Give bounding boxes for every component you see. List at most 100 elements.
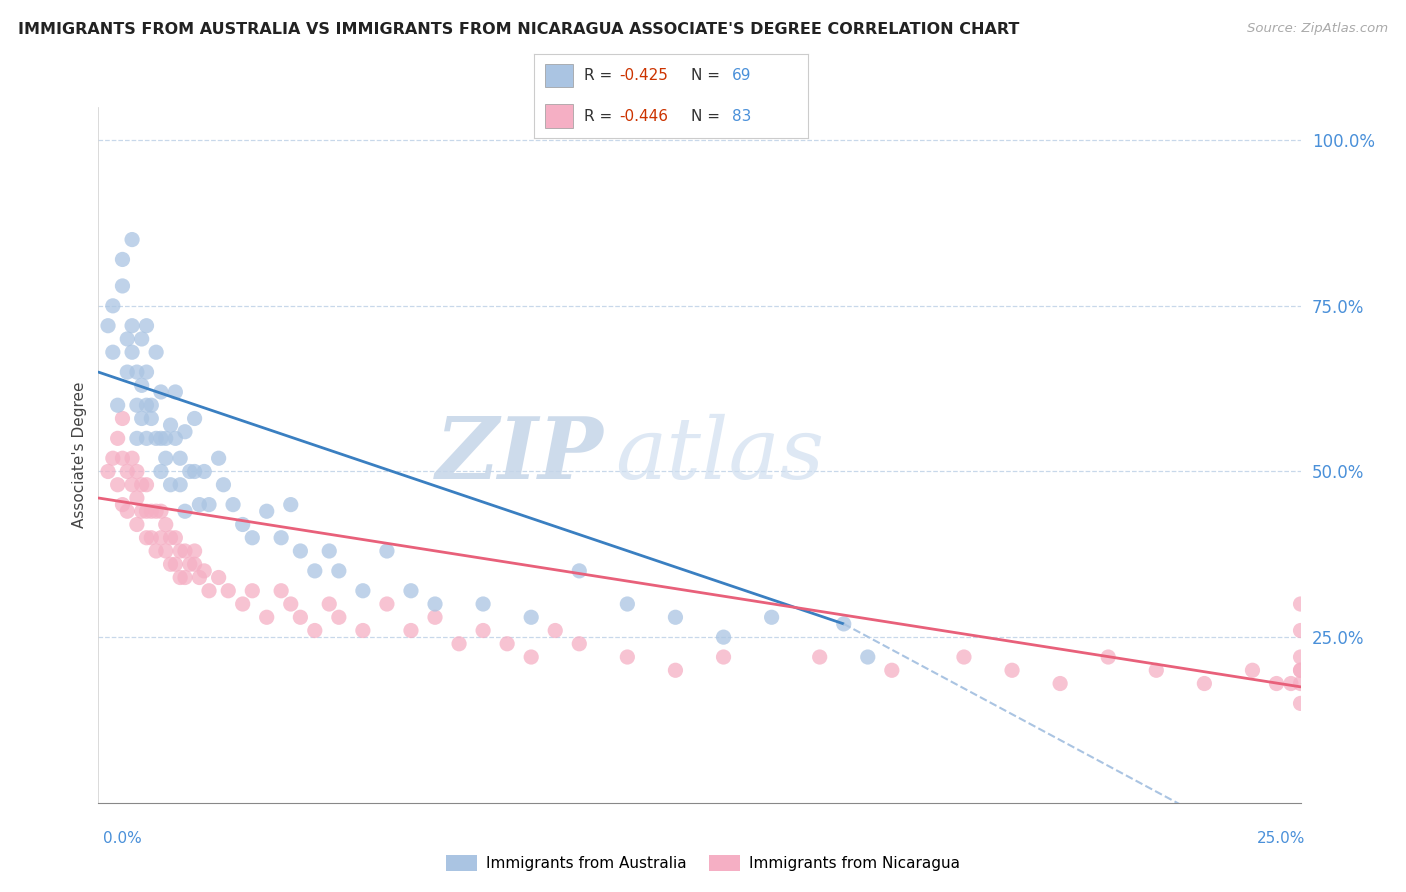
Point [217,583,239,598]
Point [188,570,211,584]
Point [1194,676,1216,690]
Y-axis label: Associate's Degree: Associate's Degree [72,382,87,528]
Point [174,544,197,558]
Point [174,504,197,518]
Point [713,650,735,665]
Point [375,544,398,558]
Point [125,431,148,445]
Point [375,597,398,611]
Point [1289,650,1312,665]
Point [159,558,181,572]
Point [125,517,148,532]
FancyBboxPatch shape [546,63,572,87]
Point [520,650,543,665]
Point [304,624,326,638]
Point [1289,624,1312,638]
Point [155,517,177,532]
Point [145,431,167,445]
Point [117,504,139,518]
Text: -0.425: -0.425 [619,68,668,83]
Text: 69: 69 [731,68,751,83]
Point [141,398,163,412]
Point [101,345,124,359]
Text: 83: 83 [731,109,751,124]
Point [472,597,495,611]
Text: R =: R = [583,68,617,83]
Point [125,465,148,479]
Point [1265,676,1288,690]
Point [179,558,201,572]
Point [125,491,148,505]
Point [135,477,157,491]
Point [1289,663,1312,677]
Point [328,610,350,624]
Point [169,570,191,584]
Point [1289,676,1312,690]
Point [616,650,638,665]
Point [256,610,278,624]
Point [1279,676,1302,690]
Point [808,650,831,665]
Text: R =: R = [583,109,617,124]
Point [131,477,153,491]
Point [664,610,686,624]
Point [135,318,157,333]
Point [159,418,181,433]
Point [1049,676,1071,690]
Point [159,531,181,545]
Point [352,624,374,638]
Point [155,544,177,558]
Point [496,637,519,651]
Point [1144,663,1167,677]
Point [193,465,215,479]
Point [616,597,638,611]
Point [125,398,148,412]
Point [290,610,312,624]
Point [117,332,139,346]
Point [856,650,879,665]
Text: Source: ZipAtlas.com: Source: ZipAtlas.com [1247,22,1388,36]
Point [423,597,446,611]
Point [165,558,187,572]
Point [149,465,172,479]
Point [149,384,172,399]
Point [117,365,139,379]
Point [111,279,134,293]
Point [352,583,374,598]
Point [131,411,153,425]
Point [169,477,191,491]
FancyBboxPatch shape [546,104,572,128]
Point [1289,697,1312,711]
Point [183,411,205,425]
Point [1289,663,1312,677]
Point [472,624,495,638]
Point [111,252,134,267]
Point [953,650,976,665]
Point [97,318,120,333]
Point [318,544,340,558]
Point [880,663,903,677]
Text: IMMIGRANTS FROM AUSTRALIA VS IMMIGRANTS FROM NICARAGUA ASSOCIATE'S DEGREE CORREL: IMMIGRANTS FROM AUSTRALIA VS IMMIGRANTS … [18,22,1019,37]
Point [183,558,205,572]
Point [135,398,157,412]
Point [208,570,231,584]
Text: ZIP: ZIP [436,413,603,497]
Point [107,398,129,412]
Point [155,431,177,445]
Point [155,451,177,466]
Point [568,637,591,651]
Point [198,498,221,512]
Point [280,597,302,611]
Point [135,431,157,445]
Text: 0.0%: 0.0% [103,831,142,846]
Point [149,531,172,545]
Point [256,504,278,518]
Point [165,531,187,545]
Point [125,365,148,379]
Point [544,624,567,638]
Point [145,544,167,558]
Point [165,384,187,399]
Point [121,318,143,333]
Point [179,465,201,479]
Point [149,431,172,445]
